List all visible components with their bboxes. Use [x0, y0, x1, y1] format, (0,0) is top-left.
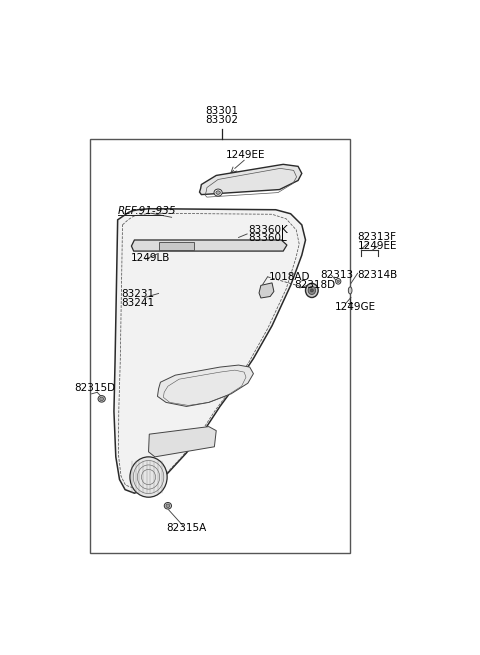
Polygon shape: [132, 240, 287, 251]
Ellipse shape: [166, 504, 170, 508]
Ellipse shape: [214, 189, 222, 196]
Text: 1249GE: 1249GE: [335, 301, 376, 312]
Bar: [90, 139, 350, 553]
Ellipse shape: [100, 397, 104, 401]
Text: 82315D: 82315D: [74, 383, 115, 393]
Ellipse shape: [308, 286, 315, 295]
Ellipse shape: [336, 278, 341, 284]
Ellipse shape: [216, 191, 220, 195]
Ellipse shape: [98, 396, 105, 402]
Ellipse shape: [311, 289, 313, 292]
Text: 82314B: 82314B: [358, 270, 398, 280]
Bar: [158, 242, 194, 250]
Text: 82315A: 82315A: [167, 523, 206, 533]
Ellipse shape: [164, 502, 171, 509]
Text: 83360K: 83360K: [248, 225, 288, 235]
Polygon shape: [259, 283, 274, 298]
Text: REF.91-935: REF.91-935: [118, 206, 176, 216]
Text: 1249EE: 1249EE: [226, 150, 266, 160]
Text: 1249EE: 1249EE: [358, 240, 397, 251]
Polygon shape: [148, 426, 216, 457]
Text: 82318D: 82318D: [294, 280, 336, 290]
Ellipse shape: [130, 457, 167, 497]
Text: 82313F: 82313F: [358, 232, 396, 242]
Text: 83301: 83301: [205, 106, 238, 116]
Polygon shape: [114, 209, 305, 493]
Text: 1018AD: 1018AD: [268, 272, 310, 282]
Ellipse shape: [337, 280, 339, 282]
Ellipse shape: [348, 287, 352, 294]
Text: 83360L: 83360L: [248, 233, 287, 244]
Ellipse shape: [306, 284, 318, 297]
Text: 83302: 83302: [205, 115, 238, 126]
Text: 1249LB: 1249LB: [131, 253, 170, 263]
Text: 83241: 83241: [121, 298, 155, 308]
Polygon shape: [200, 164, 302, 195]
Text: 83231: 83231: [121, 290, 155, 299]
Text: 82313: 82313: [321, 271, 354, 280]
Polygon shape: [157, 365, 253, 406]
